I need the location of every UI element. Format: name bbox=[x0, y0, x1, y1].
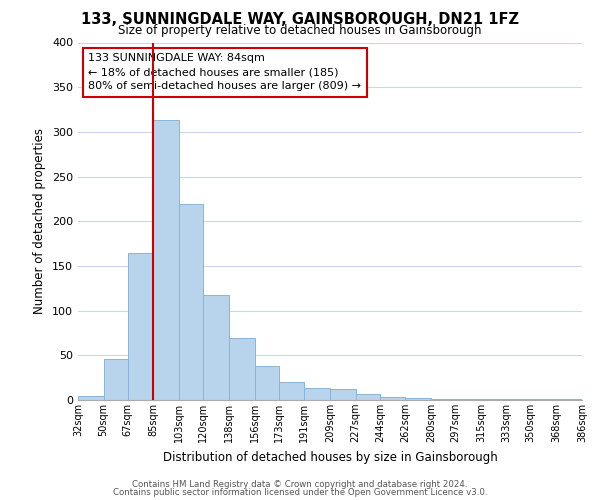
Bar bbox=[304, 388, 330, 400]
Text: Contains public sector information licensed under the Open Government Licence v3: Contains public sector information licen… bbox=[113, 488, 487, 497]
Bar bbox=[104, 359, 128, 400]
Bar bbox=[531, 399, 556, 400]
Bar bbox=[455, 399, 481, 400]
Bar bbox=[380, 398, 406, 400]
Bar bbox=[506, 399, 531, 400]
X-axis label: Distribution of detached houses by size in Gainsborough: Distribution of detached houses by size … bbox=[163, 450, 497, 464]
Bar bbox=[481, 399, 506, 400]
Bar bbox=[154, 120, 179, 400]
Bar bbox=[229, 338, 254, 400]
Bar bbox=[179, 204, 203, 400]
Bar bbox=[128, 252, 154, 400]
Text: 133 SUNNINGDALE WAY: 84sqm
← 18% of detached houses are smaller (185)
80% of sem: 133 SUNNINGDALE WAY: 84sqm ← 18% of deta… bbox=[88, 53, 361, 91]
Y-axis label: Number of detached properties: Number of detached properties bbox=[34, 128, 46, 314]
Bar bbox=[406, 398, 431, 400]
Bar bbox=[203, 294, 229, 400]
Bar bbox=[431, 399, 455, 400]
Text: 133, SUNNINGDALE WAY, GAINSBOROUGH, DN21 1FZ: 133, SUNNINGDALE WAY, GAINSBOROUGH, DN21… bbox=[81, 12, 519, 28]
Bar bbox=[556, 399, 582, 400]
Bar bbox=[330, 390, 356, 400]
Text: Contains HM Land Registry data © Crown copyright and database right 2024.: Contains HM Land Registry data © Crown c… bbox=[132, 480, 468, 489]
Bar bbox=[78, 396, 104, 400]
Bar bbox=[254, 366, 279, 400]
Text: Size of property relative to detached houses in Gainsborough: Size of property relative to detached ho… bbox=[118, 24, 482, 37]
Bar bbox=[356, 394, 380, 400]
Bar bbox=[279, 382, 304, 400]
